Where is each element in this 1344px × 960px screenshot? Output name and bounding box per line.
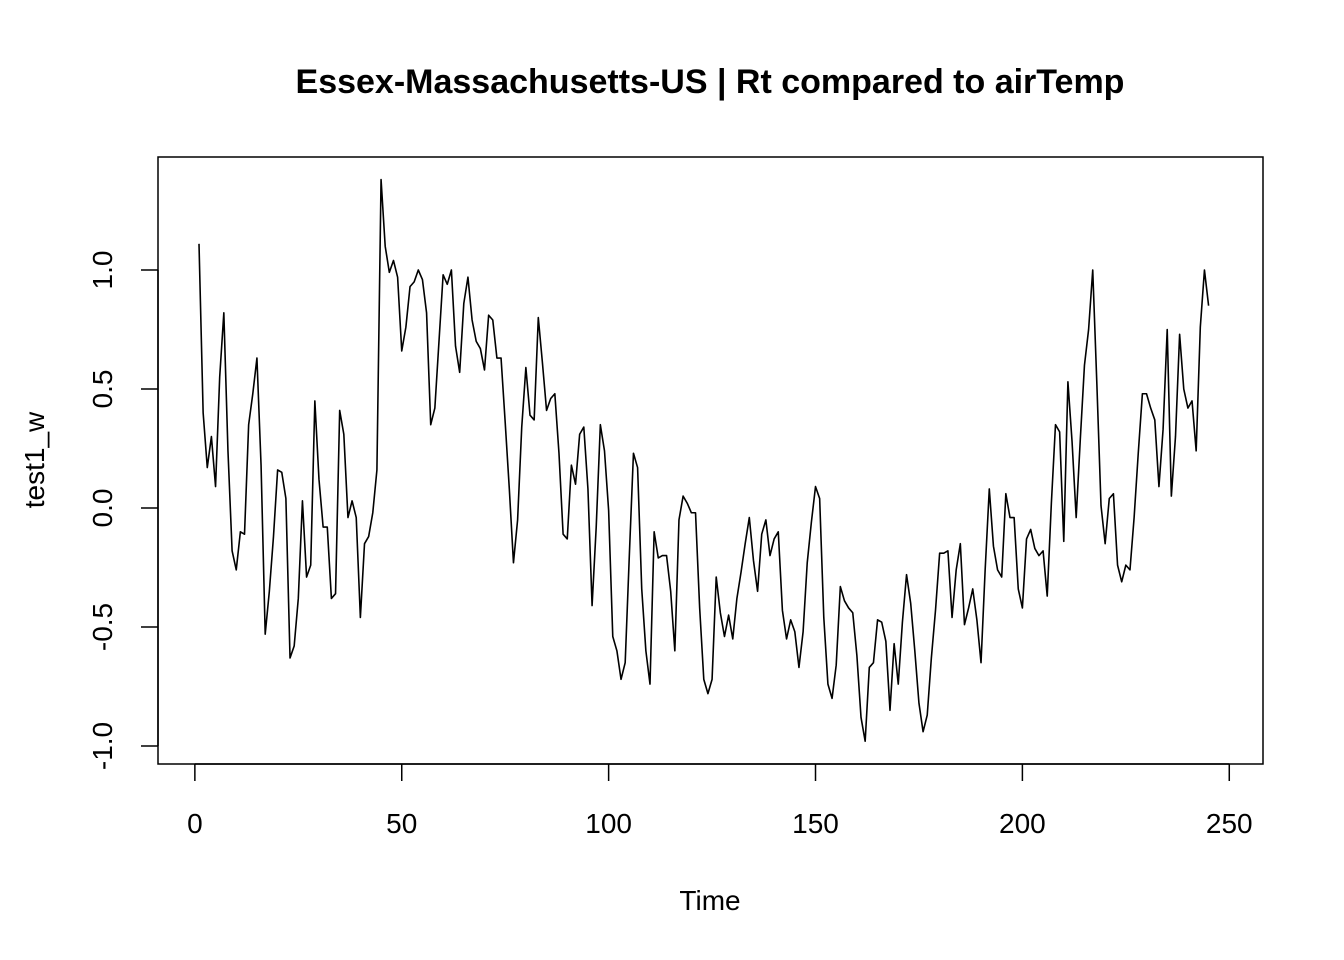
x-tick-label: 150 [792, 808, 839, 839]
plot-frame [157, 156, 1264, 765]
x-axis: 0 50 100 150 200 250 [187, 763, 1253, 839]
y-tick-label: -1.0 [87, 722, 118, 770]
y-axis: -1.0 -0.5 0.0 0.5 1.0 [87, 251, 159, 770]
x-tick-label: 0 [187, 808, 203, 839]
y-tick-label: 0.5 [87, 370, 118, 409]
y-axis-label: test1_w [19, 411, 50, 508]
x-tick-label: 200 [999, 808, 1046, 839]
series-line [198, 178, 1210, 743]
chart-title: Essex-Massachusetts-US | Rt compared to … [296, 63, 1125, 101]
x-tick-label: 50 [386, 808, 417, 839]
x-tick-label: 100 [585, 808, 632, 839]
x-tick-label: 250 [1206, 808, 1253, 839]
y-tick-label: 0.0 [87, 489, 118, 528]
y-tick-label: -0.5 [87, 603, 118, 651]
x-axis-label: Time [679, 885, 740, 916]
y-tick-label: 1.0 [87, 251, 118, 290]
